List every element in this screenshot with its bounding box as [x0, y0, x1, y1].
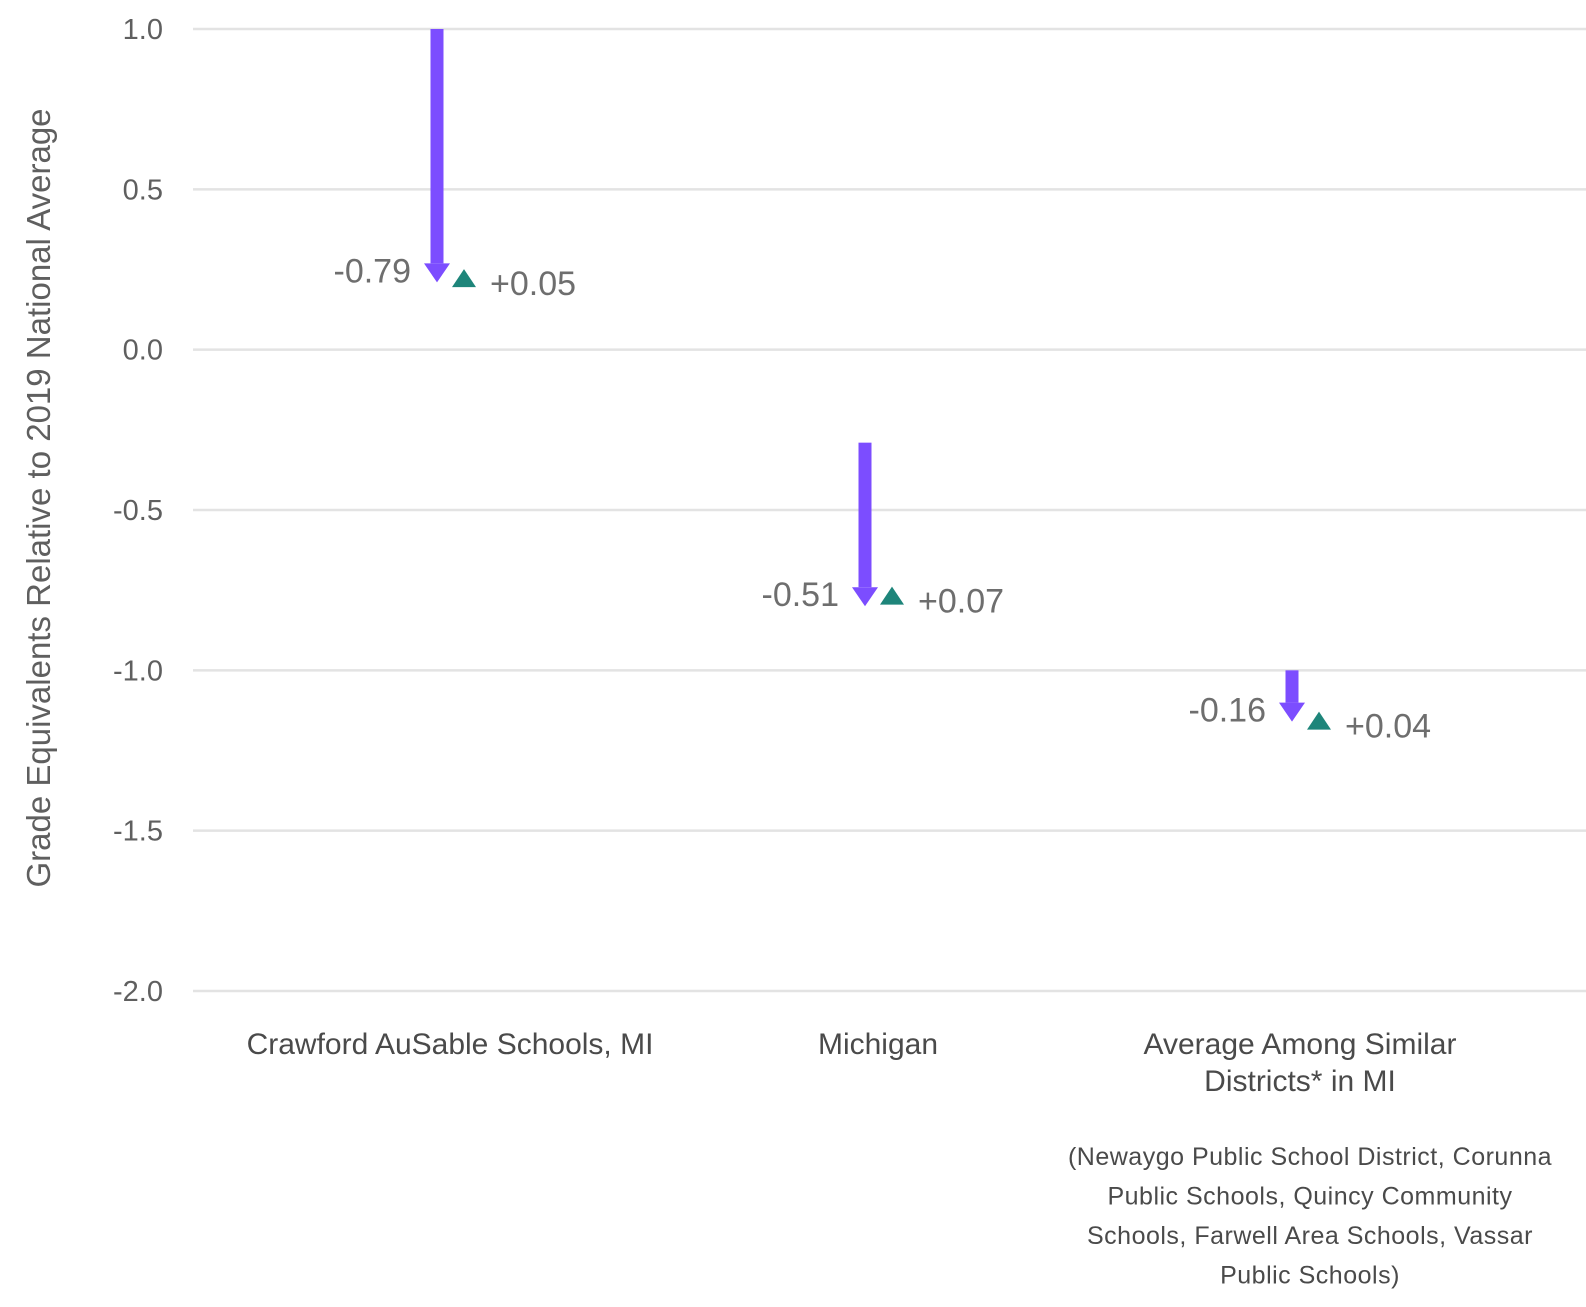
recovery-label: +0.07 — [918, 583, 1004, 621]
y-tick-label: -2.0 — [113, 976, 163, 1008]
decline-arrow-shaft — [430, 29, 444, 264]
change-label: -0.51 — [762, 576, 840, 614]
y-tick-label: 1.0 — [123, 14, 163, 46]
recovery-marker — [1307, 711, 1331, 730]
footnote-line: Public Schools, Quincy Community — [1107, 1183, 1512, 1211]
y-tick-label: 0.5 — [123, 174, 163, 206]
change-label: -0.79 — [334, 252, 412, 290]
category-label: Michigan — [818, 1028, 938, 1061]
decline-arrow-head — [1279, 702, 1305, 722]
footnote: (Newaygo Public School District, Corunna… — [1068, 1143, 1552, 1290]
y-tick-label: 0.0 — [123, 335, 163, 367]
decline-arrows — [424, 29, 1305, 722]
decline-arrow-head — [424, 263, 450, 283]
recovery-label: +0.04 — [1345, 708, 1431, 746]
change-label: -0.16 — [1189, 692, 1267, 730]
decline-arrow — [1279, 670, 1305, 722]
decline-arrow — [424, 29, 450, 283]
footnote-line: (Newaygo Public School District, Corunna — [1068, 1143, 1552, 1171]
y-tick-label: -1.5 — [113, 816, 163, 848]
footnote-line: Schools, Farwell Area Schools, Vassar — [1087, 1222, 1533, 1250]
recovery-label: +0.05 — [490, 265, 576, 303]
decline-arrow-shaft — [858, 442, 872, 588]
y-tick-label: -1.0 — [113, 655, 163, 687]
recovery-marker — [880, 586, 904, 605]
data-labels: -0.79 +0.05 -0.51 +0.07 -0.16 +0.04 — [334, 252, 1432, 745]
gridlines — [193, 27, 1586, 993]
category-label: Average Among Similar — [1144, 1028, 1457, 1061]
category-label: Crawford AuSable Schools, MI — [247, 1028, 654, 1061]
y-tick-label: -0.5 — [113, 495, 163, 527]
decline-arrow-head — [852, 587, 878, 607]
footnote-line: Public Schools) — [1220, 1262, 1400, 1290]
decline-arrow — [852, 442, 878, 607]
recovery-markers — [452, 269, 1331, 730]
category-label: Districts* in MI — [1204, 1065, 1396, 1098]
category-labels: Crawford AuSable Schools, MI Michigan Aver… — [247, 1028, 1457, 1098]
y-axis-label: Grade Equivalents Relative to 2019 Natio… — [20, 108, 57, 887]
y-tick-labels: 1.0 0.5 0.0 -0.5 -1.0 -1.5 -2.0 — [113, 14, 163, 1008]
recovery-marker — [452, 269, 476, 288]
decline-arrow-shaft — [1285, 670, 1299, 703]
